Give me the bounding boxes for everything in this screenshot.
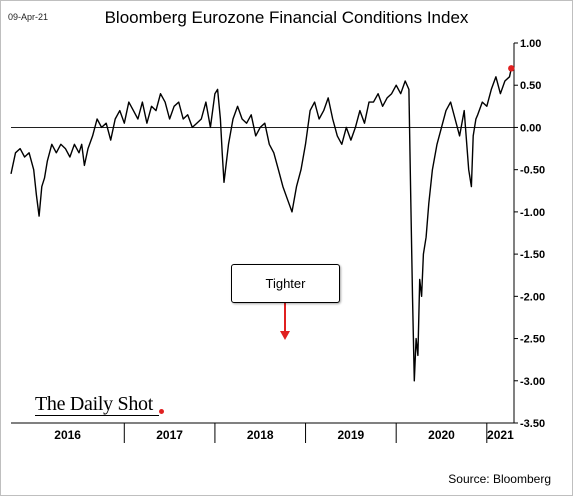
logo-underline [35,415,159,416]
y-tick-label: -1.50 [520,249,545,261]
chart-title: Bloomberg Eurozone Financial Conditions … [104,8,469,27]
x-tick-label: 2016 [54,428,81,442]
daily-shot-logo: The Daily Shot [35,393,154,415]
y-tick-label: 0.50 [520,80,541,92]
y-tick-label: -2.00 [520,291,545,303]
last-value-marker [508,65,515,72]
y-tick-label: -2.50 [520,334,545,346]
logo-dot [159,409,164,414]
x-tick-label: 2021 [487,428,514,442]
tighter-callout: Tighter [231,264,340,303]
x-tick-label: 2020 [428,428,455,442]
x-tick-label: 2018 [247,428,274,442]
index-line [10,68,512,382]
x-tick-label: 2019 [338,428,365,442]
y-tick-label: -0.50 [520,165,545,177]
y-tick-label: 0.00 [520,122,541,134]
source-note: Source: Bloomberg [448,472,551,486]
chart-date: 09-Apr-21 [8,12,49,22]
y-tick-label: 1.00 [520,38,541,50]
y-tick-label: -3.00 [520,376,545,388]
y-tick-label: -1.00 [520,207,545,219]
x-tick-label: 2017 [156,428,183,442]
tighter-arrow-head [280,331,290,340]
y-tick-label: -3.50 [520,418,545,430]
